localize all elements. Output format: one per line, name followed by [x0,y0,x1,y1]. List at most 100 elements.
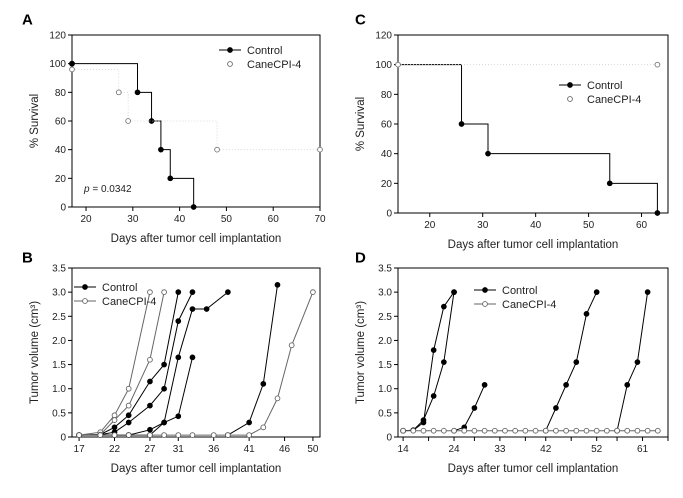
legend-label: Control [102,282,137,294]
data-point [76,432,82,438]
data-point [317,146,323,153]
data-point [111,412,118,419]
series-line [545,291,598,431]
data-point [440,427,447,434]
data-point [214,146,220,153]
panel-c: C 0 20 40 60 80 100 120 20 30 40 50 60 Days after tum… [355,11,669,251]
data-point [512,427,519,434]
data-point [440,359,447,366]
data-point [654,61,661,68]
data-point [175,289,182,295]
x-tick-label: 17 [74,444,86,455]
data-point [189,306,196,312]
data-point [274,395,281,402]
data-point [203,306,210,312]
data-point [430,393,437,399]
panel-label: C [355,11,366,28]
y-tick-label: 100 [375,60,392,71]
data-point [246,419,252,426]
data-point [440,303,447,310]
y-tick-label: 3.5 [52,264,66,275]
data-point [161,432,167,438]
data-point [161,361,167,368]
data-point [485,150,491,157]
data-point [225,432,231,438]
y-tick-label: 60 [55,117,67,128]
y-axis-label: % Survival [29,94,41,148]
data-point [604,427,610,434]
data-point [461,427,468,434]
series-line [79,291,165,436]
y-tick-label: 3.5 [378,264,392,275]
data-point [148,118,155,124]
data-point [451,427,457,434]
data-point [654,210,661,216]
data-point [593,289,600,295]
data-point [395,61,401,68]
y-tick-label: 0.5 [52,408,66,419]
y-tick-label: 120 [49,31,66,42]
data-point [175,432,182,438]
data-point [563,382,569,388]
plot-frame [397,267,669,438]
x-axis-label: Days after tumor cell implantation [448,239,619,251]
x-tick-label: 30 [477,220,489,231]
data-point [624,427,631,434]
data-point [189,289,196,295]
data-point [420,427,427,434]
data-point [161,385,167,392]
data-point [400,427,406,434]
data-point [125,419,132,426]
data-point [458,121,465,127]
data-point [614,427,620,434]
p-symbol: p [83,184,90,195]
panel-label: D [355,249,366,266]
y-axis-label: % Survival [355,97,367,151]
data-point [111,432,118,438]
x-axis-label: Days after tumor cell implantation [448,463,619,475]
x-tick-label: 27 [144,444,156,455]
y-tick-label: 2.0 [52,336,66,347]
x-tick-label: 60 [268,214,280,225]
data-point [430,427,437,434]
data-point [125,385,132,392]
x-axis-label: Days after tumor cell implantation [111,233,282,245]
y-tick-label: 60 [381,120,393,131]
y-tick-label: 120 [375,31,392,42]
data-point [583,311,590,317]
data-point [115,89,122,96]
y-tick-label: 2.5 [378,312,392,323]
data-point [553,427,559,434]
legend-label: Control [587,80,622,92]
legend-marker [227,61,233,67]
legend-label: CaneCPI-4 [587,94,641,106]
panel-label: B [22,249,33,266]
legend-label: Control [247,45,282,57]
data-point [97,432,104,438]
data-point [606,180,613,187]
p-value-annotation: p = 0.0342 [83,184,132,195]
y-tick-label: 1.0 [378,384,392,395]
data-point [634,427,641,434]
y-tick-label: 80 [55,88,67,99]
data-point [125,118,132,124]
x-tick-label: 33 [494,444,506,455]
data-point [167,175,174,182]
data-point [644,427,651,434]
data-point [134,89,141,96]
data-point [410,427,417,434]
x-tick-label: 40 [530,220,542,231]
x-tick-label: 20 [424,220,436,231]
legend-label: Control [502,285,537,297]
y-tick-label: 100 [49,59,66,70]
data-point [502,427,508,434]
legend-label: CaneCPI-4 [102,296,156,308]
x-tick-label: 14 [398,444,410,455]
data-point [189,432,196,438]
data-point [644,289,651,295]
data-point [288,342,295,349]
x-tick-label: 60 [636,220,648,231]
x-tick-label: 50 [307,444,319,455]
data-point [481,382,488,388]
x-tick-label: 42 [540,444,552,455]
